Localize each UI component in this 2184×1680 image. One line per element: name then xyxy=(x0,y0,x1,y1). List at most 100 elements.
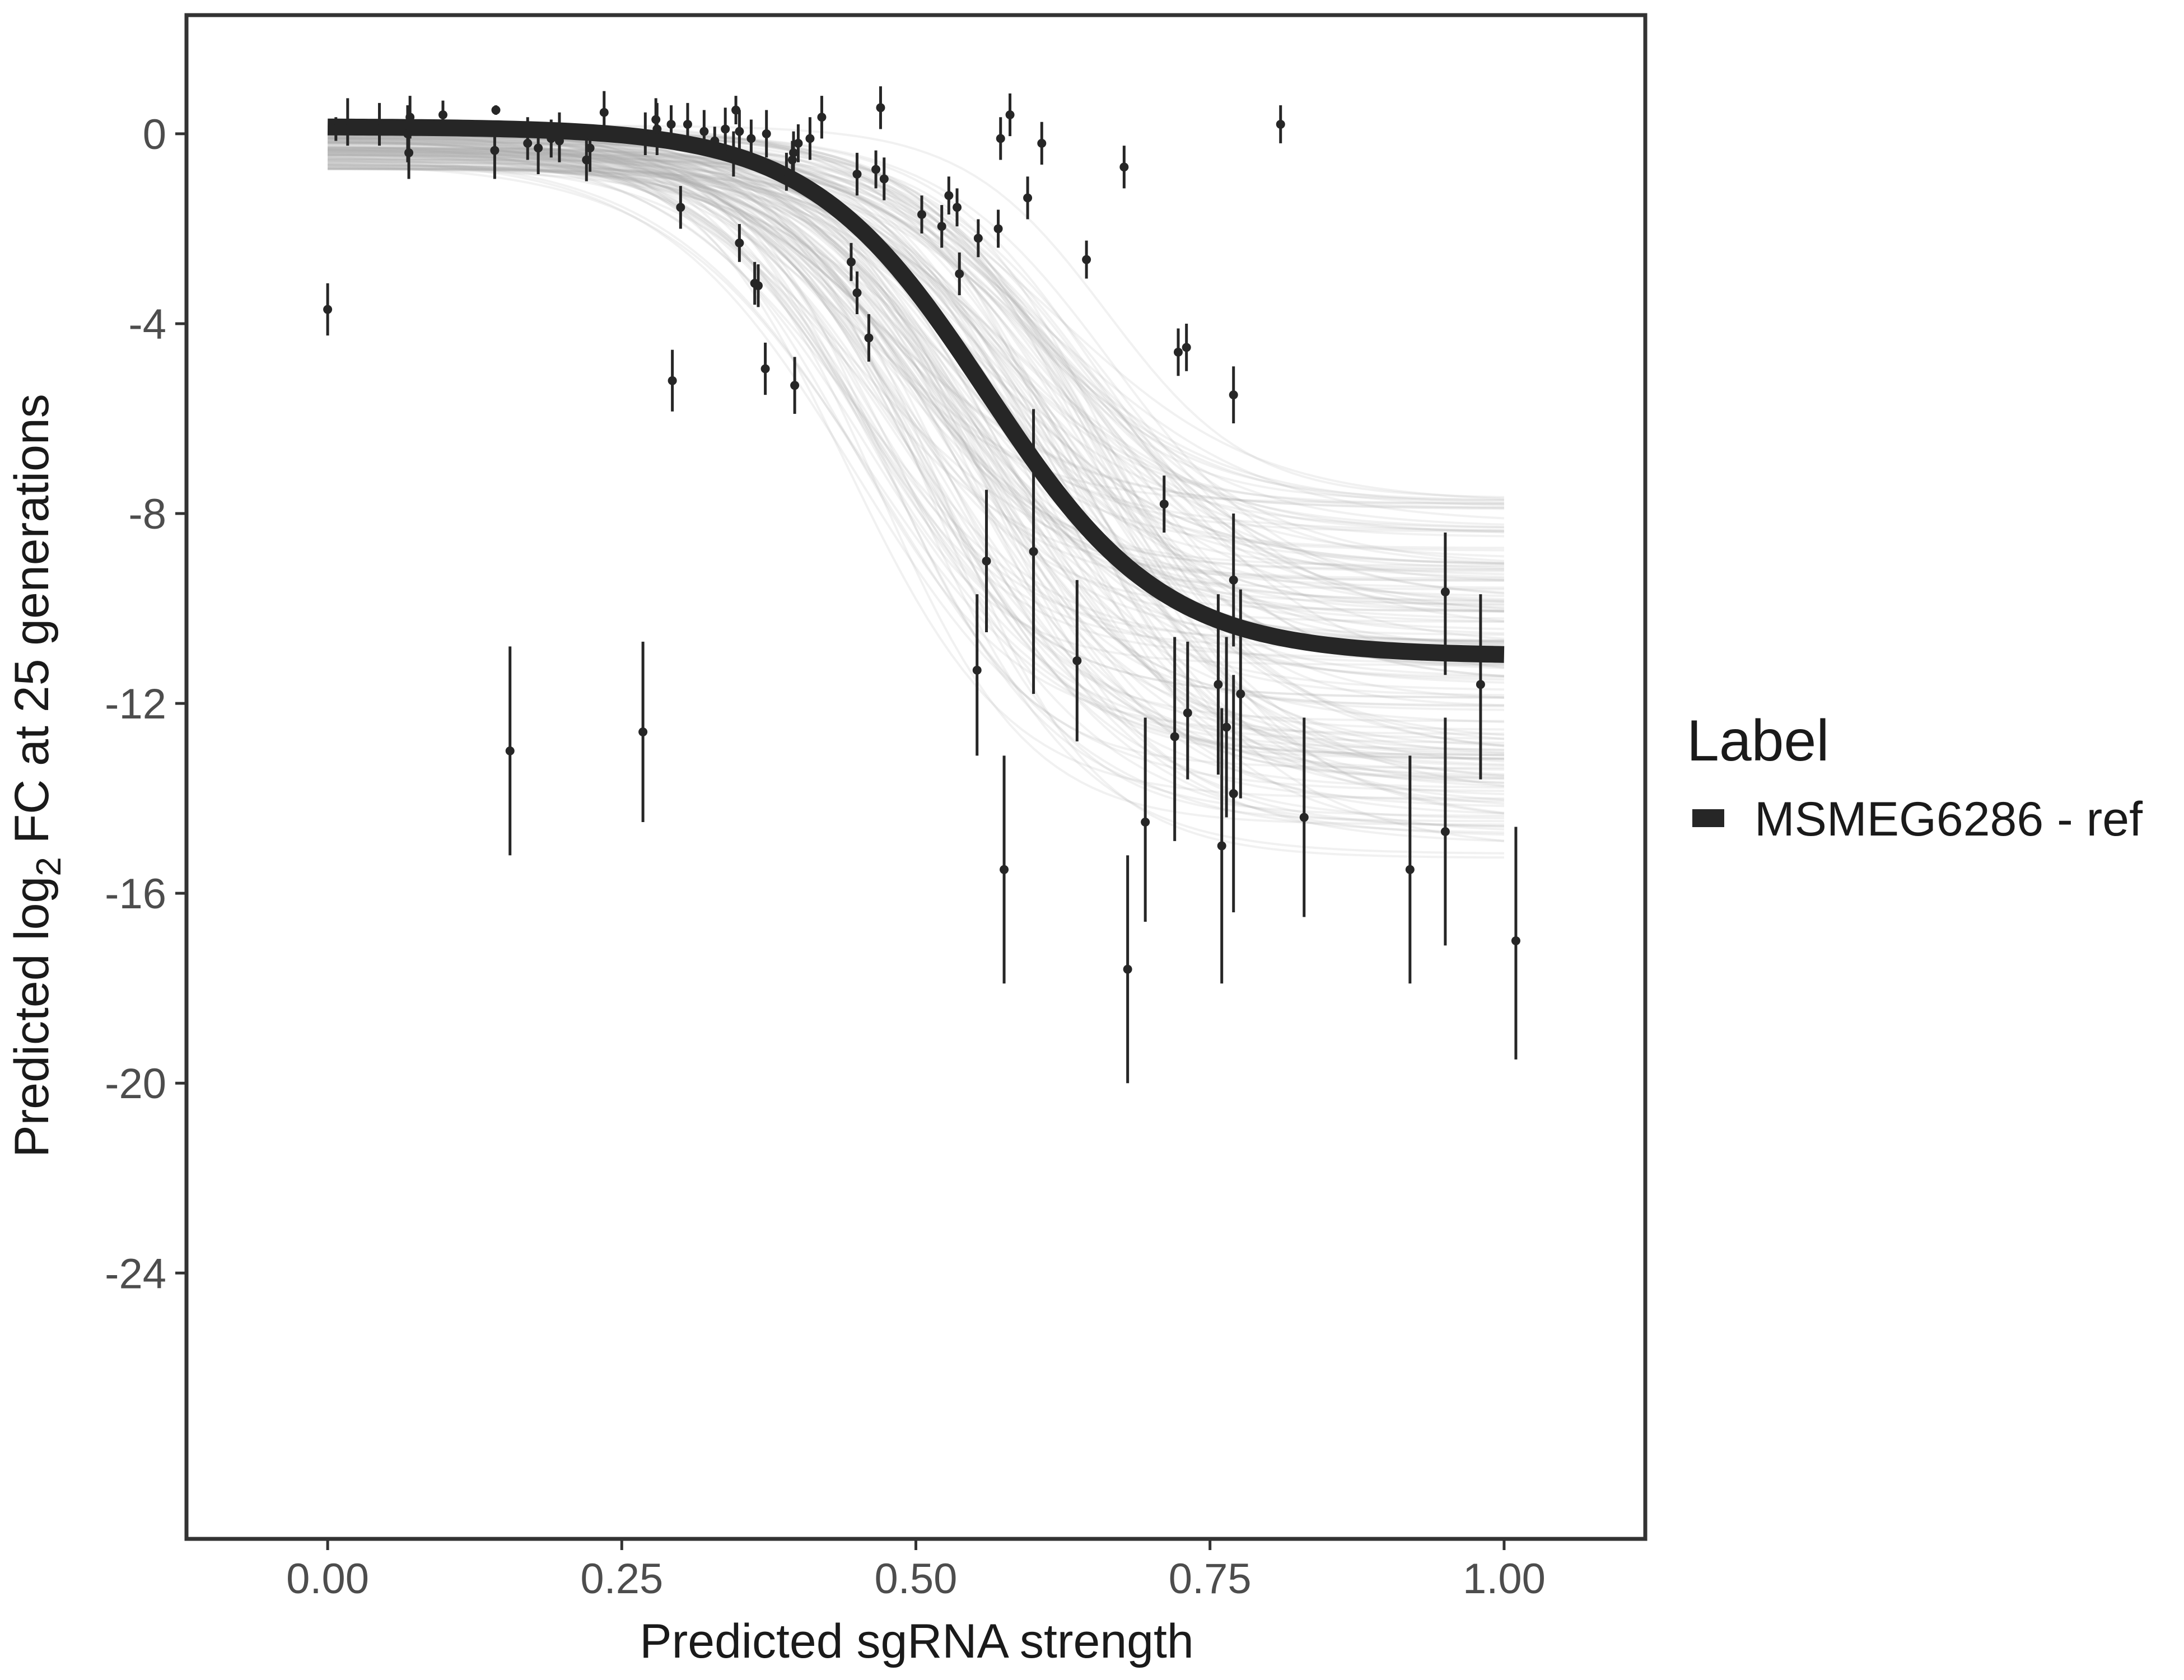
data-point xyxy=(331,124,340,134)
ensemble-curve xyxy=(328,146,1504,501)
ensemble-curve xyxy=(328,165,1504,567)
data-point xyxy=(972,665,982,675)
ensemble-curve xyxy=(328,153,1504,659)
ensemble-curve xyxy=(328,157,1504,569)
data-point xyxy=(405,113,415,122)
ensemble-curve xyxy=(328,140,1504,591)
fit-curve xyxy=(327,118,1505,663)
ensemble-curve xyxy=(328,157,1505,740)
data-point xyxy=(1440,587,1450,596)
data-point xyxy=(1082,255,1091,264)
data-point xyxy=(1214,680,1223,689)
data-point xyxy=(1119,162,1129,172)
data-point xyxy=(1123,964,1132,974)
data-point xyxy=(993,224,1003,234)
ensemble-curve xyxy=(328,167,1504,677)
ensemble-curve xyxy=(328,159,1504,792)
ensemble-curve xyxy=(328,157,1504,731)
ensemble-curve xyxy=(328,161,1504,582)
y-axis-title-before: Predicted log xyxy=(5,876,59,1158)
ensemble-curve xyxy=(328,152,1505,814)
y-tick-label: -24 xyxy=(105,1250,166,1298)
data-point xyxy=(1037,138,1047,148)
data-point xyxy=(1159,500,1169,509)
data-point xyxy=(490,146,500,155)
ensemble-curve xyxy=(328,165,1504,707)
legend-entry-label: MSMEG6286 - ref xyxy=(1754,792,2143,846)
ensemble-curve xyxy=(328,166,1504,756)
ensemble-curve xyxy=(328,162,1504,826)
ensemble-curve xyxy=(328,151,1504,842)
data-point xyxy=(1276,119,1285,129)
data-point xyxy=(753,281,763,291)
data-point xyxy=(760,364,770,374)
data-point xyxy=(641,129,650,138)
data-point xyxy=(547,134,556,143)
data-point xyxy=(1299,813,1309,822)
data-point xyxy=(1173,347,1183,357)
ensemble-curve xyxy=(328,142,1504,724)
ensemble-curve xyxy=(328,134,1505,747)
ensemble-curve xyxy=(328,160,1504,582)
data-point xyxy=(729,151,738,160)
ensemble-curve xyxy=(328,146,1504,771)
ensemble-curve xyxy=(328,146,1504,681)
ensemble-curve xyxy=(328,137,1504,784)
data-point xyxy=(1229,390,1238,400)
data-point xyxy=(996,134,1005,143)
x-tick-label: 0.00 xyxy=(286,1555,369,1603)
x-tick-label: 0.25 xyxy=(580,1555,663,1603)
data-point xyxy=(343,124,352,134)
plot-layer xyxy=(323,86,1520,1084)
ensemble-curve xyxy=(328,146,1504,531)
ensemble-curve xyxy=(328,150,1504,508)
data-point xyxy=(1229,575,1238,585)
data-point xyxy=(523,138,533,148)
ensemble-curve xyxy=(328,155,1504,606)
data-point xyxy=(721,124,730,134)
data-point xyxy=(735,127,744,136)
ensemble-curve xyxy=(328,148,1504,757)
ensemble-curve xyxy=(328,134,1504,722)
data-point xyxy=(735,238,744,248)
data-point xyxy=(710,136,720,146)
data-points xyxy=(323,86,1520,1084)
ensemble-curve xyxy=(328,150,1504,859)
ensemble-curve xyxy=(328,137,1504,697)
ensemble-curve xyxy=(328,153,1504,644)
data-point xyxy=(1217,841,1226,851)
ensemble-curve xyxy=(328,135,1504,506)
data-point xyxy=(668,376,677,385)
data-point xyxy=(805,134,815,143)
legend: Label MSMEG6286 - ref xyxy=(1687,708,2143,846)
data-point xyxy=(638,727,648,736)
data-point xyxy=(1072,656,1082,665)
data-point xyxy=(599,108,609,117)
data-point xyxy=(1182,343,1191,352)
y-axis: 0 -4 -8 -12 -16 -20 -24 xyxy=(105,111,186,1298)
ensemble-curve xyxy=(328,138,1504,740)
ensemble-curve xyxy=(328,136,1504,502)
ensemble-curve xyxy=(328,141,1504,509)
data-point xyxy=(1440,827,1450,836)
ensemble-curves xyxy=(328,121,1505,859)
ensemble-curve xyxy=(328,142,1504,744)
ensemble-curve xyxy=(328,158,1504,534)
ensemble-curve xyxy=(328,151,1504,581)
data-point xyxy=(790,381,800,390)
ensemble-curve xyxy=(328,148,1504,707)
data-point xyxy=(491,105,501,115)
ensemble-curve xyxy=(328,153,1504,808)
ensemble-curve xyxy=(328,150,1504,605)
data-point xyxy=(937,222,946,231)
data-point xyxy=(1183,708,1192,718)
data-point xyxy=(817,113,827,122)
ensemble-curve xyxy=(328,146,1504,504)
data-point xyxy=(1029,547,1038,556)
ensemble-curve xyxy=(328,153,1505,610)
data-point xyxy=(746,134,756,143)
ensemble-curve xyxy=(328,140,1504,836)
data-point xyxy=(1141,818,1150,827)
ensemble-curve xyxy=(328,148,1505,640)
data-point xyxy=(375,124,384,134)
